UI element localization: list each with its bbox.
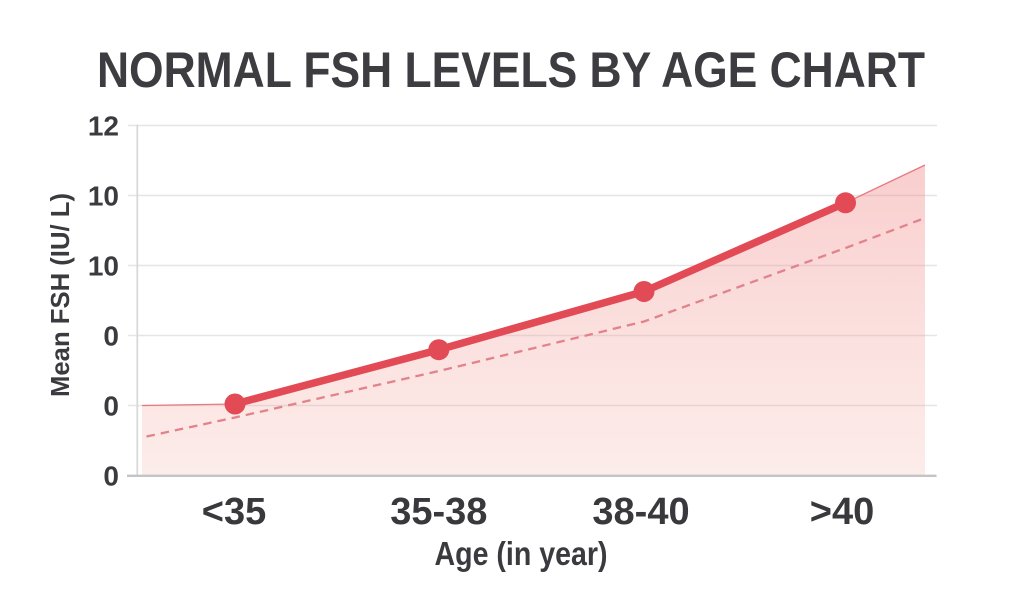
svg-text:0: 0 [103,461,119,492]
svg-text:10: 10 [88,181,119,212]
svg-text:0: 0 [103,321,119,352]
svg-text:Age (in year): Age (in year) [435,535,608,572]
svg-text:10: 10 [88,251,119,282]
svg-text:<35: <35 [202,491,266,533]
svg-text:NORMAL FSH LEVELS BY AGE CHART: NORMAL FSH LEVELS BY AGE CHART [97,42,925,98]
svg-text:35-38: 35-38 [390,491,487,533]
svg-text:38-40: 38-40 [592,491,689,533]
svg-text:Mean FSH (IU/ L): Mean FSH (IU/ L) [45,193,75,397]
svg-text:>40: >40 [810,491,874,533]
svg-text:0: 0 [103,391,119,422]
svg-text:12: 12 [88,111,119,142]
